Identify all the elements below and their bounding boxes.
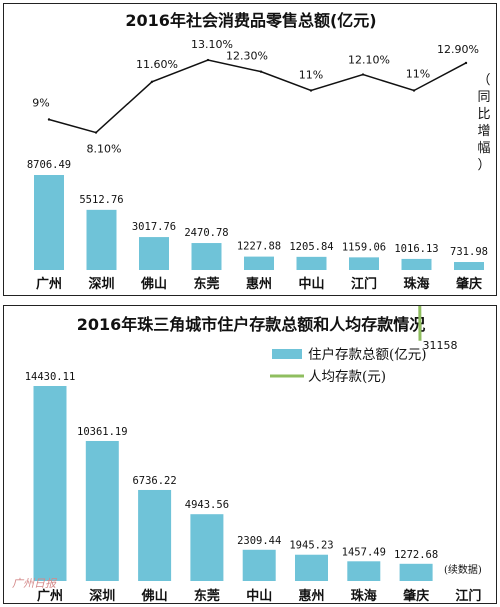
- bar-value-label: 14430.11: [25, 371, 76, 383]
- watermark: 广州日报: [12, 577, 58, 590]
- growth-point: [150, 80, 154, 84]
- bar: [295, 554, 328, 581]
- category-label: 东莞: [194, 588, 220, 604]
- growth-line: [48, 59, 467, 134]
- category-label: 广州: [36, 276, 62, 292]
- bar-value-label: 4943.56: [185, 499, 229, 511]
- chart-panel-household-deposits: 2016年珠三角城市住户存款总额和人均存款情况 住户存款总额(亿元) 人均存款(…: [3, 305, 497, 604]
- category-label: 江门: [455, 588, 481, 604]
- deposit-chart-svg: 2016年珠三角城市住户存款总额和人均存款情况 住户存款总额(亿元) 人均存款(…: [12, 306, 482, 604]
- bar: [34, 175, 64, 270]
- bar: [242, 549, 276, 581]
- bar-value-label: 731.98: [450, 246, 488, 258]
- bar: [138, 489, 172, 581]
- growth-point: [206, 58, 210, 62]
- category-label: 珠海: [403, 276, 429, 292]
- bar-value-label: 10361.19: [77, 426, 128, 438]
- continued-note: (续数据): [444, 563, 482, 576]
- category-label: 中山: [246, 588, 272, 604]
- growth-point: [94, 131, 98, 134]
- bar: [399, 563, 433, 581]
- bar-value-label: 6736.22: [132, 475, 176, 487]
- chart-title: 2016年珠三角城市住户存款总额和人均存款情况: [77, 315, 426, 334]
- growth-point: [412, 89, 416, 92]
- side-label-char: 比: [477, 107, 490, 122]
- category-label: 佛山: [141, 588, 168, 604]
- growth-point: [361, 73, 365, 76]
- legend-line-label: 人均存款(元): [308, 369, 386, 385]
- bar: [347, 561, 381, 581]
- bar: [86, 209, 117, 270]
- bar: [401, 258, 432, 270]
- category-label: 东莞: [193, 276, 219, 292]
- bar-value-label: 1457.49: [342, 546, 386, 558]
- bar: [190, 514, 224, 581]
- category-label: 深圳: [89, 588, 115, 604]
- growth-label: 11.60%: [136, 58, 178, 71]
- side-label-char: （: [477, 73, 490, 88]
- growth-label: 12.90%: [437, 43, 479, 56]
- category-label: 广州: [37, 588, 63, 604]
- side-label-char: 同: [477, 90, 490, 105]
- side-label-char: ）: [477, 158, 490, 173]
- bar: [85, 440, 119, 581]
- bar: [296, 256, 327, 270]
- growth-label: 13.10%: [191, 38, 233, 51]
- growth-point: [47, 118, 51, 121]
- bar-value-label: 1945.23: [289, 540, 333, 552]
- side-label-char: 幅: [477, 141, 490, 156]
- growth-label: 12.10%: [348, 54, 390, 67]
- category-label: 肇庆: [402, 588, 429, 604]
- per-capita-label: 31158: [423, 339, 458, 352]
- category-label: 江门: [351, 276, 377, 292]
- bar: [191, 243, 222, 270]
- growth-label: 11%: [299, 69, 323, 82]
- category-label: 惠州: [298, 588, 324, 604]
- growth-label: 8.10%: [87, 143, 122, 156]
- legend-bar-swatch: [272, 349, 302, 359]
- bar-value-label: 2309.44: [237, 535, 281, 547]
- growth-point: [464, 61, 468, 65]
- retail-chart-svg: 2016年社会消费品零售总额(亿元) 8706.49 5512.76 3017.76…: [27, 11, 491, 292]
- bar-value-label: 1227.88: [237, 241, 281, 253]
- bar-value-label: 8706.49: [27, 159, 71, 171]
- bar-value-label: 5512.76: [79, 194, 123, 206]
- bar-value-label: 1159.06: [342, 241, 386, 253]
- bar: [33, 386, 67, 581]
- legend: 住户存款总额(亿元) 人均存款(元): [270, 346, 427, 385]
- growth-label: 12.30%: [226, 50, 268, 63]
- category-label: 佛山: [140, 276, 167, 292]
- bar-value-label: 1272.68: [394, 549, 438, 561]
- side-label-char: 增: [477, 124, 490, 139]
- bar-value-label: 1205.84: [289, 241, 333, 253]
- bar-value-label: 3017.76: [132, 221, 176, 233]
- bar-value-label: 1016.13: [394, 243, 438, 255]
- growth-label: 9%: [32, 97, 49, 110]
- category-label: 珠海: [351, 588, 377, 604]
- bar: [244, 256, 274, 270]
- bar-value-label: 2470.78: [184, 227, 228, 239]
- chart-title: 2016年社会消费品零售总额(亿元): [125, 11, 376, 30]
- chart-panel-consumer-retail: 2016年社会消费品零售总额(亿元) 8706.49 5512.76 3017.76…: [3, 3, 497, 296]
- legend-bar-label: 住户存款总额(亿元): [308, 346, 427, 363]
- category-label: 中山: [298, 276, 324, 292]
- category-label: 肇庆: [455, 276, 482, 292]
- bar: [139, 237, 169, 270]
- category-label: 深圳: [88, 276, 114, 292]
- growth-point: [309, 89, 313, 92]
- growth-label: 11%: [406, 68, 430, 81]
- bar: [454, 262, 484, 270]
- bar: [349, 257, 379, 270]
- growth-point: [259, 70, 263, 73]
- category-label: 惠州: [246, 276, 272, 292]
